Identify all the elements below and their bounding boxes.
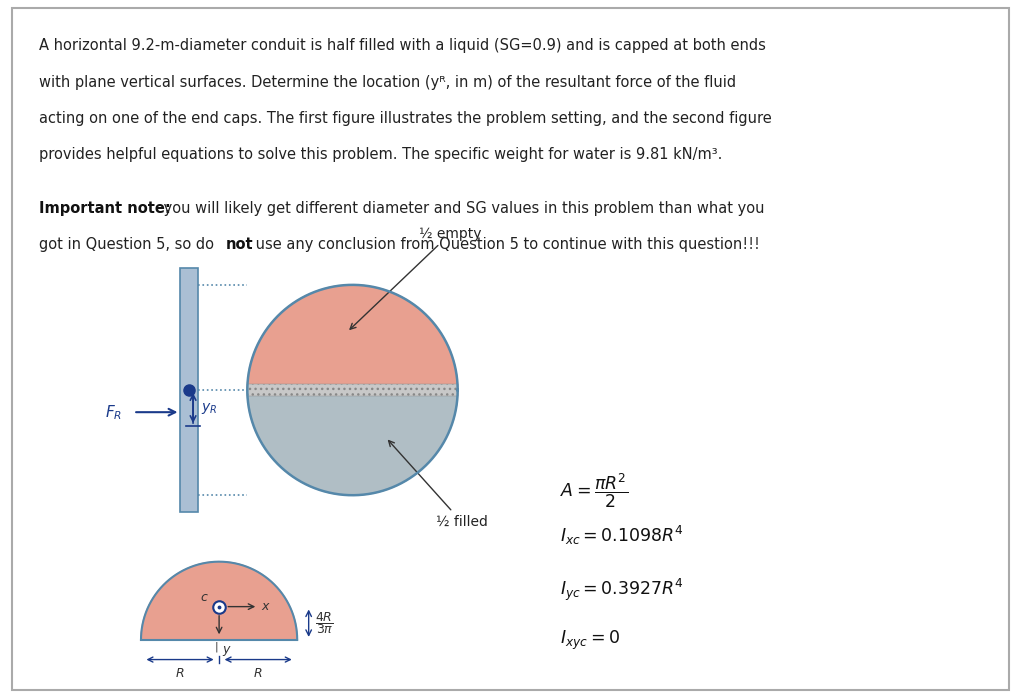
Text: use any conclusion from Question 5 to continue with this question!!!: use any conclusion from Question 5 to co… xyxy=(251,237,760,252)
Text: ½ empty: ½ empty xyxy=(350,227,482,329)
Text: acting on one of the end caps. The first figure illustrates the problem setting,: acting on one of the end caps. The first… xyxy=(39,111,772,126)
Text: $R$: $R$ xyxy=(176,667,185,681)
Bar xyxy=(247,384,457,396)
Text: y: y xyxy=(223,644,230,656)
Text: $y_R$: $y_R$ xyxy=(201,401,217,415)
Text: got in Question 5, so do: got in Question 5, so do xyxy=(39,237,218,252)
Text: $F_R$: $F_R$ xyxy=(105,403,123,422)
Polygon shape xyxy=(247,285,457,390)
Polygon shape xyxy=(141,562,297,640)
Text: $I_{xc} = 0.1098R^4$: $I_{xc} = 0.1098R^4$ xyxy=(561,524,684,547)
Text: ½ filled: ½ filled xyxy=(389,440,487,528)
Text: |: | xyxy=(214,642,218,653)
Text: you will likely get different diameter and SG values in this problem than what y: you will likely get different diameter a… xyxy=(159,201,765,216)
Bar xyxy=(181,268,198,512)
Text: Important note:: Important note: xyxy=(39,201,171,216)
Text: $R$: $R$ xyxy=(253,667,263,681)
Text: c: c xyxy=(201,591,207,604)
Text: not: not xyxy=(226,237,253,252)
Text: $\dfrac{4R}{3\pi}$: $\dfrac{4R}{3\pi}$ xyxy=(314,610,334,636)
Text: A horizontal 9.2-m-diameter conduit is half filled with a liquid (SG=0.9) and is: A horizontal 9.2-m-diameter conduit is h… xyxy=(39,38,766,53)
Text: with plane vertical surfaces. Determine the location (yᴿ, in m) of the resultant: with plane vertical surfaces. Determine … xyxy=(39,75,736,89)
Text: provides helpful equations to solve this problem. The specific weight for water : provides helpful equations to solve this… xyxy=(39,147,722,162)
Polygon shape xyxy=(247,390,457,495)
Text: $I_{yc} = 0.3927R^4$: $I_{yc} = 0.3927R^4$ xyxy=(561,577,684,603)
Text: x: x xyxy=(261,600,270,613)
Text: $A = \dfrac{\pi R^2}{2}$: $A = \dfrac{\pi R^2}{2}$ xyxy=(561,472,629,510)
Text: $I_{xyc} = 0$: $I_{xyc} = 0$ xyxy=(561,629,620,652)
